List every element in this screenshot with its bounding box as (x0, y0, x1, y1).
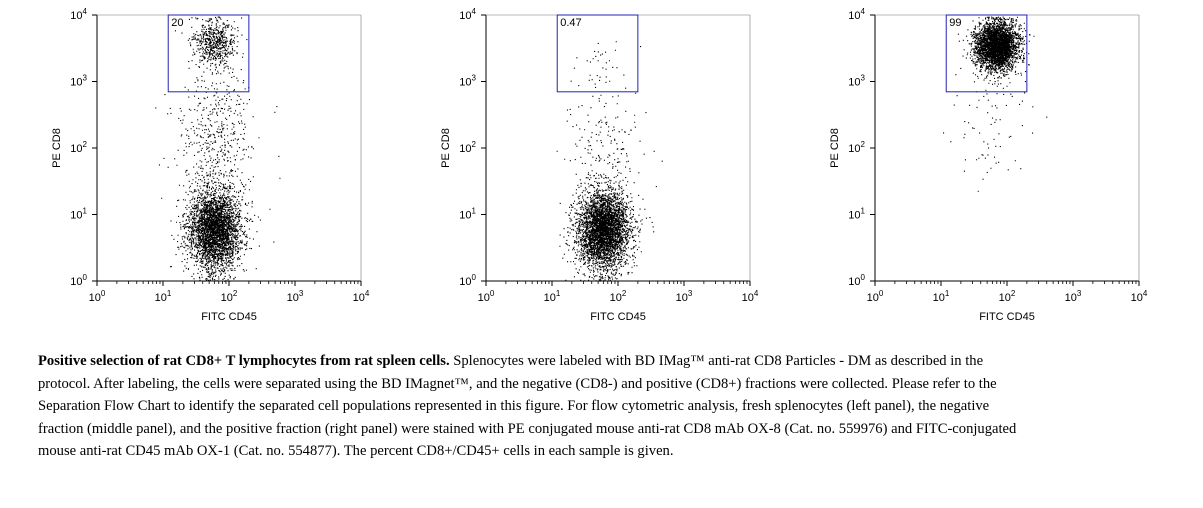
figure-panels: 100 101 102 103 104 100 101 102 103 104 FITC CD45 P… (0, 0, 1168, 330)
y-tick-label: 104 (70, 7, 87, 22)
x-tick-label: 100 (89, 289, 106, 304)
gate-rectangle (167, 14, 250, 93)
scatter-plot-middle: 100 101 102 103 104 100 101 102 103 104 FITC CD45 P… (440, 7, 759, 323)
y-tick-label: 104 (459, 7, 476, 22)
x-tick-label: 104 (353, 289, 370, 304)
y-tick-label: 101 (459, 207, 476, 222)
x-tick-label: 101 (544, 289, 561, 304)
dot-group-0 (957, 16, 1035, 95)
dot-group-0 (169, 160, 275, 282)
x-tick-label: 104 (1131, 289, 1148, 304)
x-tick-label: 103 (676, 289, 693, 304)
gate-rectangle (556, 14, 639, 93)
gate-percent-label: 20 (171, 17, 183, 29)
y-axis-label: PE CD8 (829, 128, 841, 168)
dot-group-1 (943, 18, 1048, 192)
x-tick-label: 102 (999, 289, 1016, 304)
y-axis-label: PE CD8 (440, 128, 452, 168)
scatter-plot-left: 100 101 102 103 104 100 101 102 103 104 FITC CD45 P… (51, 7, 370, 323)
event-dots (556, 41, 663, 282)
y-tick-label: 102 (848, 140, 865, 155)
caption-title: Positive selection of rat CD8+ T lymphoc… (38, 353, 450, 369)
dot-group-1 (576, 41, 625, 97)
y-tick-label: 103 (459, 74, 476, 89)
y-tick-label: 102 (70, 140, 87, 155)
y-tick-label: 104 (848, 7, 865, 22)
y-tick-label: 100 (459, 273, 476, 288)
dot-group-0 (559, 155, 655, 282)
y-tick-label: 100 (70, 273, 87, 288)
event-dots (155, 16, 281, 282)
gate-percent-label: 99 (949, 17, 961, 29)
x-axis-label: FITC CD45 (979, 311, 1035, 323)
y-tick-label: 100 (848, 273, 865, 288)
caption-body: Splenocytes were labeled with BD IMag™ a… (38, 353, 1017, 460)
gate-rectangle (945, 14, 1028, 93)
x-axis-label: FITC CD45 (590, 311, 646, 323)
y-tick-label: 103 (848, 74, 865, 89)
scatter-panel-middle: 100 101 102 103 104 100 101 102 103 104 FITC CD45 P… (389, 0, 779, 330)
event-dots (943, 16, 1048, 192)
x-tick-label: 104 (742, 289, 759, 304)
y-tick-label: 101 (70, 207, 87, 222)
x-tick-label: 101 (155, 289, 172, 304)
y-tick-label: 103 (70, 74, 87, 89)
x-tick-label: 100 (867, 289, 884, 304)
y-axis-label: PE CD8 (51, 128, 63, 168)
gate-percent-label: 0.47 (560, 17, 581, 29)
scatter-panel-left: 100 101 102 103 104 100 101 102 103 104 FITC CD45 P… (0, 0, 390, 330)
x-tick-label: 102 (610, 289, 627, 304)
figure-caption: Positive selection of rat CD8+ T lymphoc… (38, 350, 1038, 463)
scatter-panel-right: 100 101 102 103 104 100 101 102 103 104 FITC CD45 P… (778, 0, 1168, 330)
dot-group-1 (174, 16, 248, 82)
x-tick-label: 103 (287, 289, 304, 304)
x-tick-label: 102 (221, 289, 238, 304)
y-tick-label: 102 (459, 140, 476, 155)
x-tick-label: 101 (933, 289, 950, 304)
y-tick-label: 101 (848, 207, 865, 222)
x-axis-label: FITC CD45 (201, 311, 257, 323)
scatter-plot-right: 100 101 102 103 104 100 101 102 103 104 FITC CD45 P… (829, 7, 1148, 323)
x-tick-label: 103 (1065, 289, 1082, 304)
x-tick-label: 100 (478, 289, 495, 304)
